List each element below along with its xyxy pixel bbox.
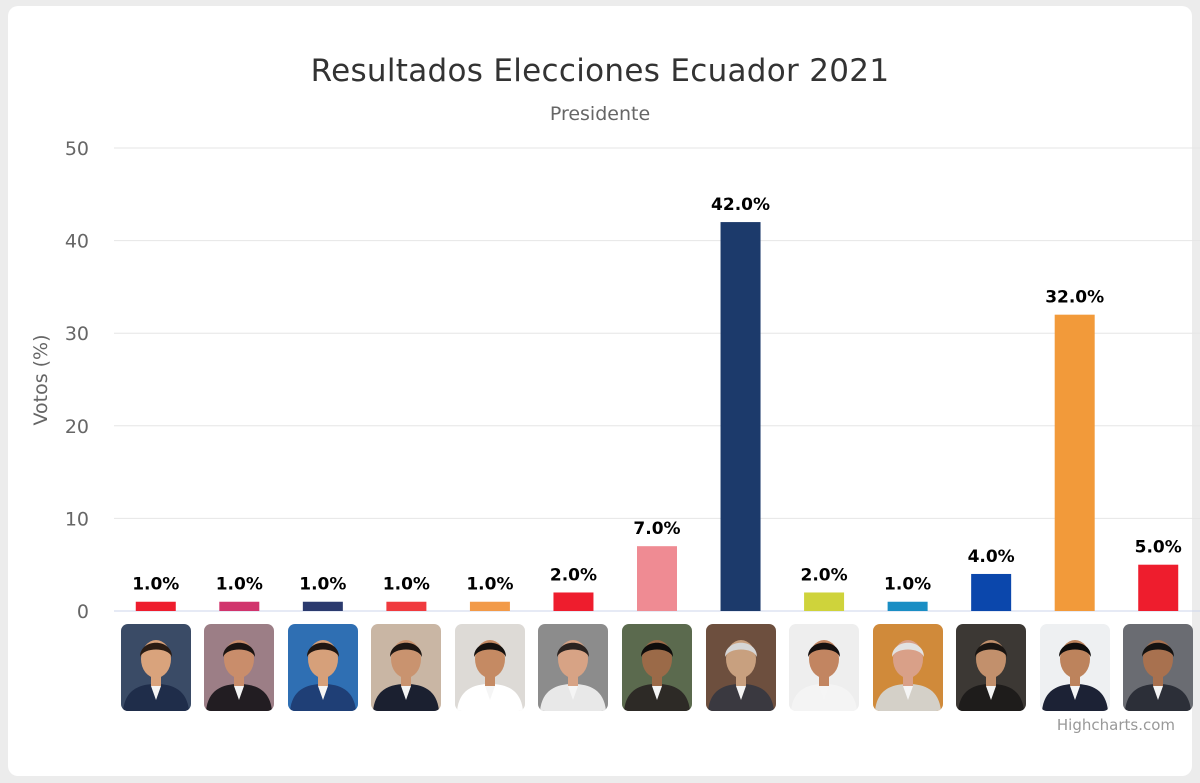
bar[interactable] <box>219 601 260 611</box>
candidate-photo-icon <box>204 624 275 711</box>
candidate-photo-icon <box>538 624 609 711</box>
chart-title: Resultados Elecciones Ecuador 2021 <box>310 53 890 89</box>
bar[interactable] <box>887 601 928 611</box>
candidate-photo-icon <box>1039 624 1110 711</box>
bars <box>135 222 1179 611</box>
data-label: 7.0% <box>633 519 680 539</box>
data-label: 1.0% <box>383 575 430 595</box>
y-tick-label: 10 <box>65 508 89 530</box>
candidate-photo-icon <box>287 624 358 711</box>
data-label: 1.0% <box>884 575 931 595</box>
bar[interactable] <box>469 601 510 611</box>
candidate-photo-icon <box>872 624 943 711</box>
data-label: 42.0% <box>711 195 770 215</box>
chart-subtitle: Presidente <box>549 103 651 125</box>
bar[interactable] <box>971 573 1012 611</box>
data-label: 1.0% <box>299 575 346 595</box>
bar[interactable] <box>135 601 176 611</box>
bar[interactable] <box>720 222 761 611</box>
candidate-photo-icon <box>371 624 442 711</box>
bar[interactable] <box>386 601 427 611</box>
bar[interactable] <box>637 546 677 611</box>
candidate-photo-icon <box>120 624 191 711</box>
data-label: 1.0% <box>466 575 513 595</box>
data-label: 2.0% <box>550 565 597 585</box>
bar[interactable] <box>804 592 845 611</box>
data-labels: 1.0% 1.0% 1.0% 1.0% 1.0% 2.0% 7.0% 42.0% 2.0% 1.0… <box>131 194 1184 597</box>
bar[interactable] <box>1054 314 1095 611</box>
y-tick-label: 40 <box>65 231 89 253</box>
data-label: 2.0% <box>800 565 847 585</box>
y-tick-label: 50 <box>65 138 89 160</box>
bar[interactable] <box>302 601 343 611</box>
data-label: 1.0% <box>216 575 263 595</box>
y-tick-label: 20 <box>65 416 89 438</box>
candidate-photo-icon <box>454 624 525 711</box>
candidate-photo-icon <box>956 624 1027 711</box>
candidate-photo-icon <box>1123 624 1194 711</box>
candidate-photo-icon <box>622 624 692 711</box>
y-tick-label: 0 <box>77 601 89 623</box>
data-label: 1.0% <box>132 575 179 595</box>
data-label: 4.0% <box>968 547 1015 567</box>
candidate-photo-icon <box>789 624 860 711</box>
data-label: 5.0% <box>1135 538 1182 558</box>
gridlines <box>114 147 1200 612</box>
candidate-photo-icon <box>705 624 776 711</box>
credits-link[interactable]: Highcharts.com <box>1056 716 1175 734</box>
y-axis-ticks: 0 10 20 30 40 50 <box>65 138 89 623</box>
y-tick-label: 30 <box>65 323 89 345</box>
bar[interactable] <box>553 592 594 611</box>
data-label: 32.0% <box>1045 288 1104 308</box>
bar[interactable] <box>1138 564 1179 611</box>
